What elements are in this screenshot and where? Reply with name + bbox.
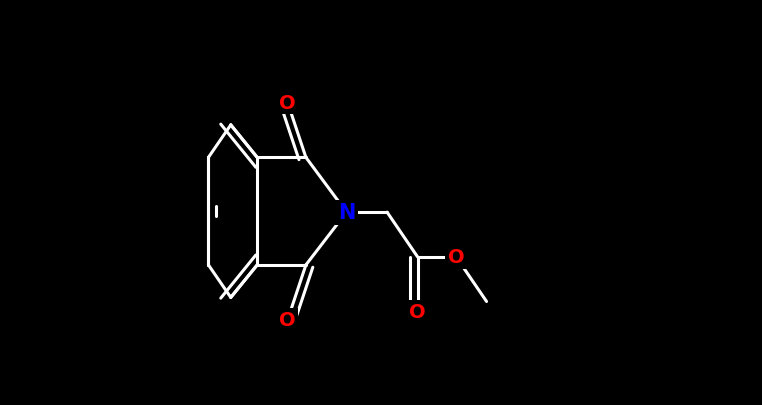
Text: O: O <box>280 311 296 329</box>
Text: O: O <box>409 303 426 321</box>
Text: O: O <box>448 248 464 266</box>
Text: O: O <box>280 94 296 113</box>
Text: N: N <box>338 202 355 223</box>
